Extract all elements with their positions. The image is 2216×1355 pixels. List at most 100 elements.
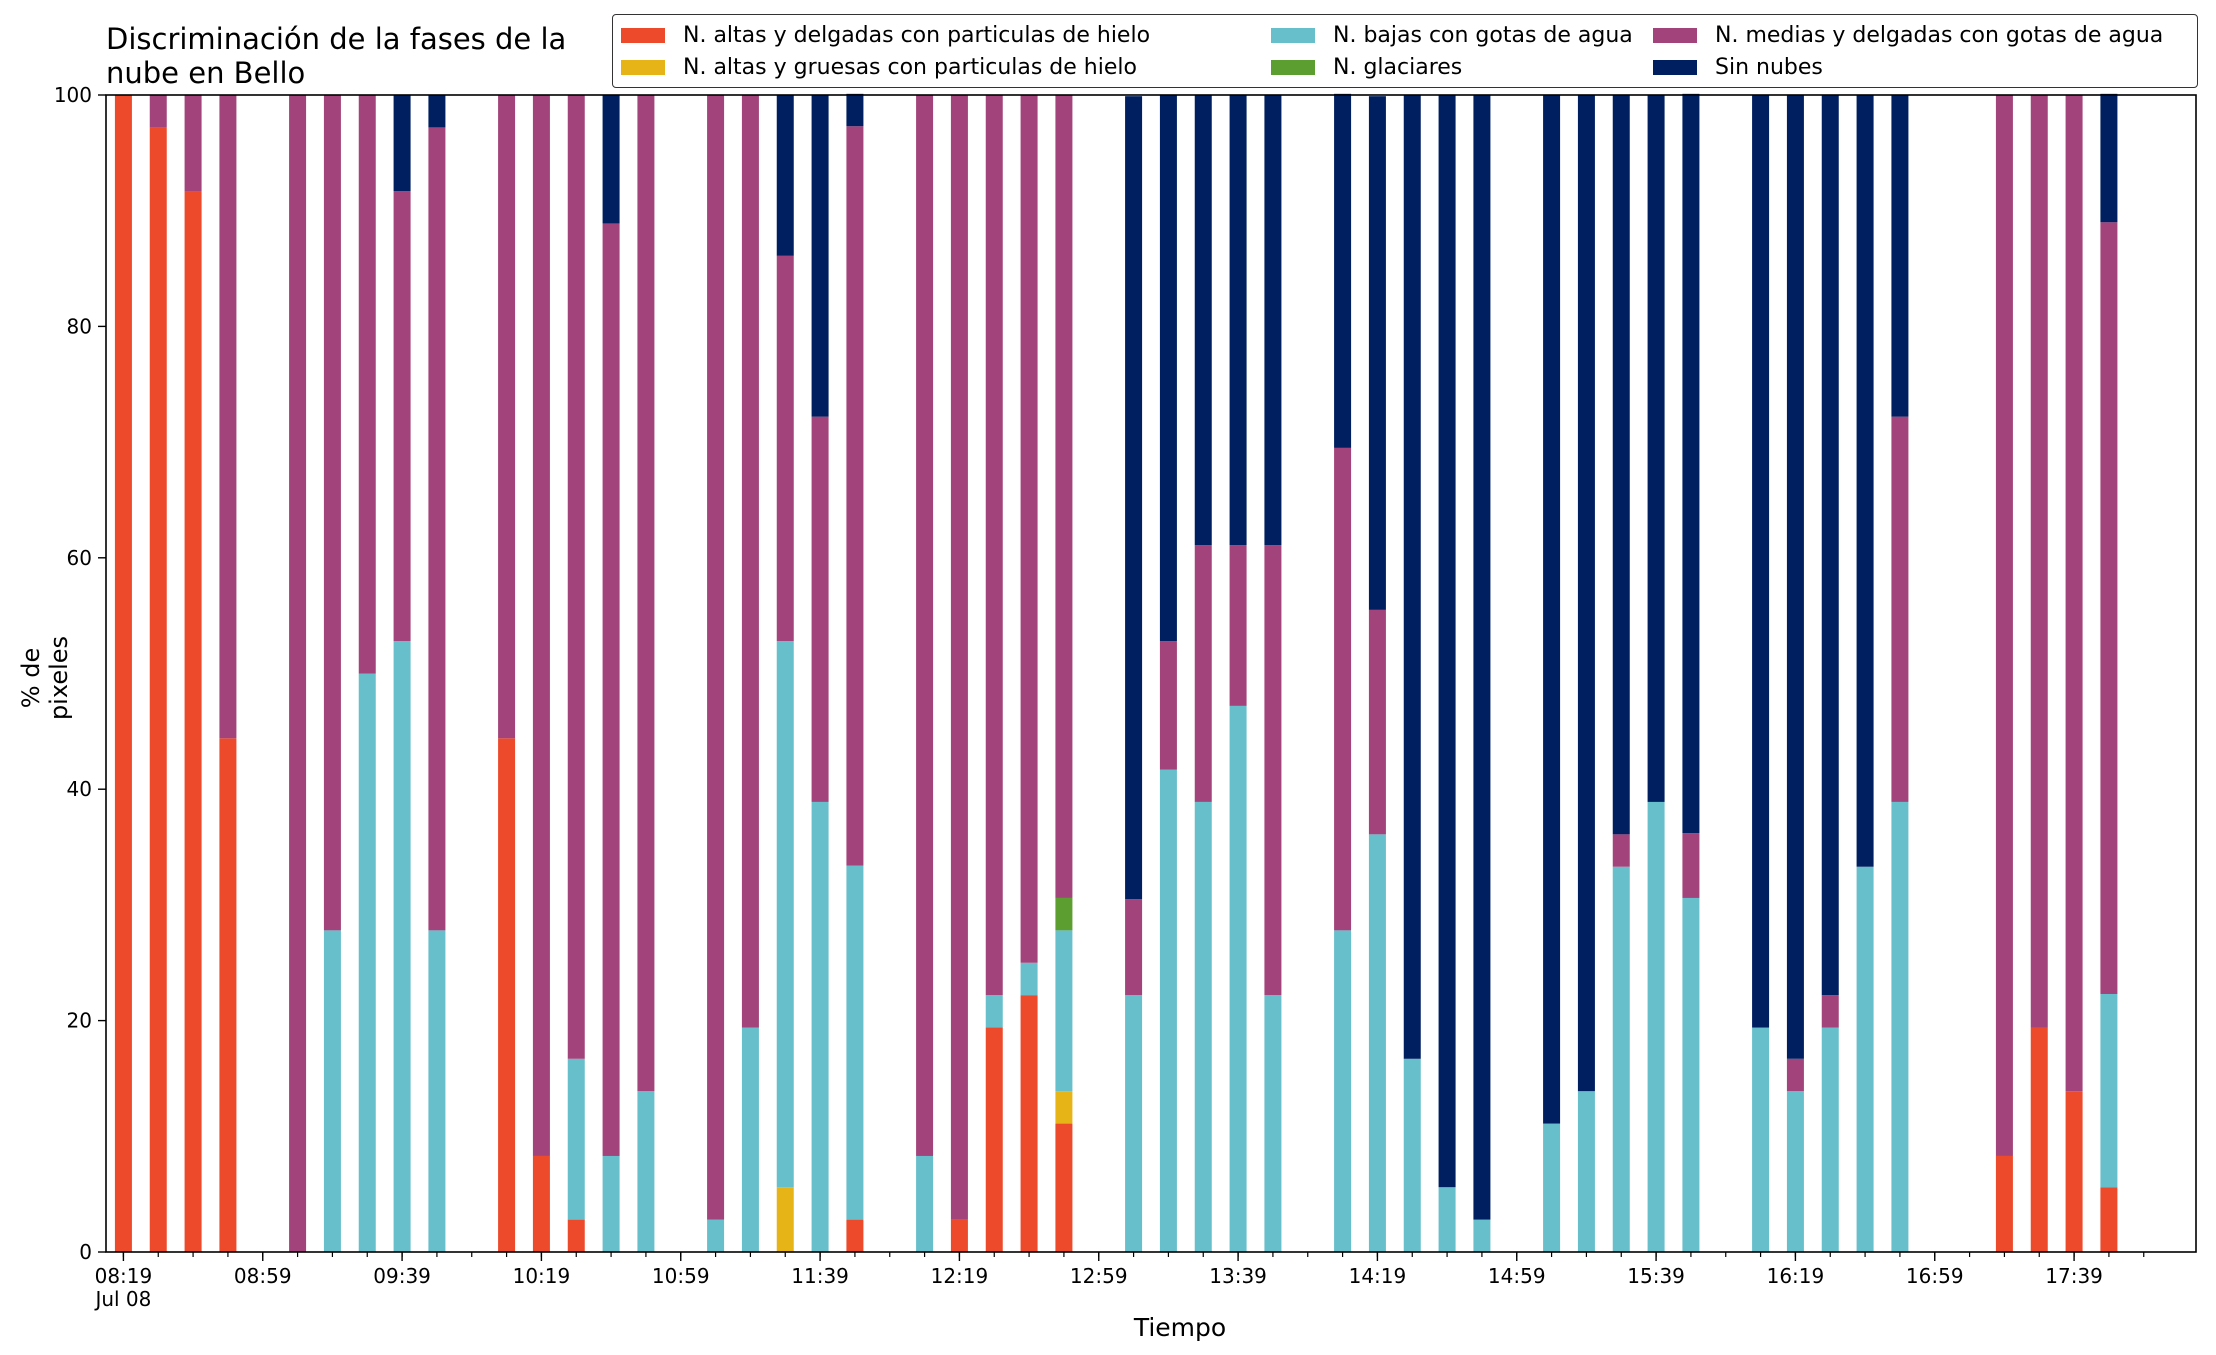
bar-segment-baja: [1891, 801, 1909, 1252]
y-axis-label: % de pixeles: [17, 635, 73, 721]
bar-segment-baja: [428, 930, 446, 1252]
bar-segment-media: [1020, 95, 1038, 963]
x-tick-label: 10:59: [652, 1264, 710, 1288]
bar-segment-sin: [428, 95, 446, 128]
bar-segment-baja: [1821, 1027, 1839, 1252]
x-date-label: Jul 08: [93, 1287, 151, 1311]
legend-label: N. bajas con gotas de agua: [1333, 23, 1633, 48]
bar-segment-media: [741, 95, 759, 1028]
bar-segment-baja: [393, 641, 411, 1252]
bar-segment-media: [1891, 416, 1909, 802]
bar-segment-media: [1194, 545, 1212, 802]
bar-segment-alta_delg: [219, 738, 237, 1252]
bar-segment-sin: [1229, 95, 1247, 546]
y-tick-label: 60: [67, 546, 92, 570]
bar-segment-media: [2100, 222, 2118, 994]
bar-segment-alta_delg: [532, 1155, 550, 1252]
bar-segment-baja: [1682, 897, 1700, 1252]
bar-segment-media: [184, 95, 202, 192]
bar-segment-alta_delg: [950, 1219, 968, 1252]
bar-segment-baja: [1368, 834, 1386, 1252]
bar-segment-baja: [741, 1027, 759, 1252]
bar-segment-sin: [602, 95, 620, 224]
bar-segment-media: [707, 95, 725, 1220]
bar-segment-baja: [323, 930, 341, 1252]
legend-item-glaciares: N. glaciares: [1271, 55, 1462, 80]
bar-segment-media: [846, 126, 864, 866]
bar-segment-sin: [1264, 95, 1282, 546]
bar-segment-alta_delg: [149, 127, 167, 1252]
bar-segment-alta_delg: [846, 1219, 864, 1252]
bar-segment-alta_delg: [2030, 1027, 2048, 1252]
legend-swatch: [621, 28, 665, 43]
legend-item-altas-delgadas: N. altas y delgadas con particulas de hi…: [621, 23, 1150, 48]
legend-label: Sin nubes: [1715, 55, 1823, 80]
x-tick-label: 13:39: [1209, 1264, 1267, 1288]
bar-segment-media: [289, 95, 307, 1252]
bar-segment-baja: [1577, 1091, 1595, 1252]
y-tick-label: 100: [54, 83, 92, 107]
bar-segment-sin: [1125, 96, 1143, 900]
bar-segment-alta_delg: [985, 1027, 1003, 1252]
bar-segment-sin: [1577, 95, 1595, 1092]
bar-segment-media: [811, 416, 829, 802]
bar-segment-sin: [1473, 95, 1491, 1220]
bar-segment-alta_delg: [567, 1219, 585, 1252]
bar-segment-sin: [1612, 95, 1630, 835]
chart-title: Discriminación de la fases de la nube en…: [106, 22, 567, 90]
bar-segment-media: [498, 95, 516, 739]
bar-segment-alta_delg: [2065, 1091, 2083, 1252]
bar-segment-baja: [1334, 930, 1352, 1252]
legend: N. altas y delgadas con particulas de hi…: [612, 14, 2198, 88]
bar-segment-media: [1786, 1058, 1804, 1092]
bar-segment-alta_delg: [2100, 1187, 2118, 1252]
bar-segment-media: [1334, 447, 1352, 931]
bar-segment-alta_delg: [1055, 1123, 1073, 1252]
legend-swatch: [1653, 60, 1697, 75]
bar-segment-baja: [916, 1155, 934, 1252]
bar-segment-baja: [1543, 1123, 1561, 1252]
bar-segment-sin: [1891, 95, 1909, 417]
x-axis-label: Tiempo: [1133, 1313, 1227, 1342]
bar-segment-sin: [846, 93, 864, 127]
bar-segment-sin: [1647, 95, 1665, 802]
bar-segment-alta_grue: [1055, 1091, 1073, 1124]
bar-segment-sin: [1368, 96, 1386, 610]
bar-segment-media: [149, 95, 167, 128]
x-tick-label: 16:59: [1906, 1264, 1964, 1288]
x-tick-label: 08:59: [234, 1264, 292, 1288]
bar-segment-baja: [567, 1058, 585, 1220]
bar-segment-baja: [1612, 866, 1630, 1252]
bar-segment-glaciar: [1055, 897, 1073, 931]
legend-item-altas-gruesas: N. altas y gruesas con particulas de hie…: [621, 55, 1137, 80]
bar-segment-media: [532, 95, 550, 1156]
x-tick-label: 12:59: [1070, 1264, 1128, 1288]
bar-segment-sin: [811, 95, 829, 417]
bar-segment-media: [393, 191, 411, 642]
bar-segment-alta_delg: [184, 191, 202, 1252]
legend-label: N. medias y delgadas con gotas de agua: [1715, 23, 2164, 48]
bar-segment-sin: [1334, 93, 1352, 448]
legend-swatch: [1653, 28, 1697, 43]
legend-item-bajas: N. bajas con gotas de agua: [1271, 23, 1633, 48]
bar-segment-sin: [1856, 95, 1874, 867]
bar-segment-baja: [1020, 962, 1038, 996]
bar-segment-baja: [1647, 801, 1665, 1252]
bar-segment-baja: [1856, 866, 1874, 1252]
bar-segment-sin: [1194, 95, 1212, 546]
bar-segment-alta_delg: [114, 95, 132, 1252]
bar-segment-sin: [776, 95, 794, 256]
bar-segment-baja: [985, 995, 1003, 1028]
x-tick-label: 15:39: [1627, 1264, 1685, 1288]
bar-segment-media: [2030, 95, 2048, 1028]
bar-segment-media: [1821, 995, 1839, 1028]
bar-segment-media: [637, 95, 655, 1092]
bar-segment-media: [2065, 95, 2083, 1092]
x-tick-label: 08:19: [95, 1264, 153, 1288]
bar-segment-sin: [393, 95, 411, 192]
bar-segment-baja: [776, 641, 794, 1188]
y-tick-label: 40: [67, 777, 92, 801]
y-tick-label: 0: [79, 1240, 92, 1264]
bar-segment-sin: [1438, 95, 1456, 1188]
